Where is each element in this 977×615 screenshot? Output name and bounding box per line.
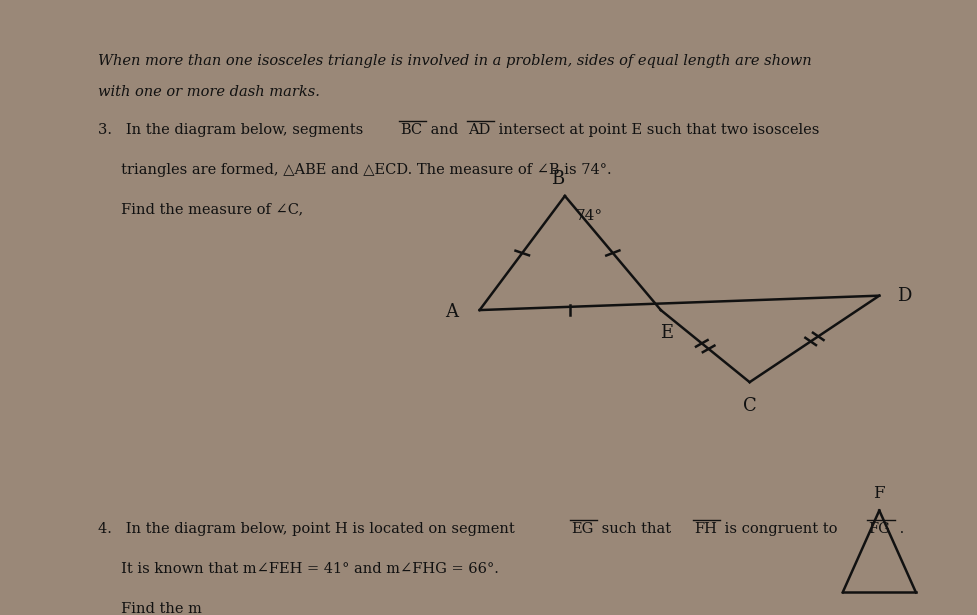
Text: EG: EG <box>571 522 593 536</box>
Text: It is known that m∠FEH = 41° and m∠FHG = 66°.: It is known that m∠FEH = 41° and m∠FHG =… <box>99 562 499 576</box>
Text: and: and <box>426 123 463 137</box>
Text: When more than one isosceles triangle is involved in a problem, sides of equal l: When more than one isosceles triangle is… <box>99 54 812 68</box>
Text: Find the measure of ∠C,: Find the measure of ∠C, <box>99 203 304 216</box>
Text: with one or more dash marks.: with one or more dash marks. <box>99 85 320 99</box>
Text: is congruent to: is congruent to <box>720 522 842 536</box>
Text: .: . <box>895 522 904 536</box>
Text: such that: such that <box>597 522 676 536</box>
Text: Find the m: Find the m <box>99 601 202 615</box>
Text: 4.   In the diagram below, point H is located on segment: 4. In the diagram below, point H is loca… <box>99 522 520 536</box>
Text: E: E <box>659 325 673 343</box>
Text: B: B <box>551 170 565 188</box>
Text: F: F <box>873 485 885 502</box>
Text: intersect at point E such that two isosceles: intersect at point E such that two isosc… <box>494 123 820 137</box>
Text: FH: FH <box>694 522 717 536</box>
Text: C: C <box>743 397 756 415</box>
Text: 3.   In the diagram below, segments: 3. In the diagram below, segments <box>99 123 368 137</box>
Text: FG: FG <box>869 522 890 536</box>
Text: BC: BC <box>400 123 422 137</box>
Text: AD: AD <box>468 123 490 137</box>
Text: 74°: 74° <box>575 209 603 223</box>
Text: triangles are formed, △ABE and △ECD. The measure of ∠B is 74°.: triangles are formed, △ABE and △ECD. The… <box>99 163 612 177</box>
Text: A: A <box>446 303 458 322</box>
Text: D: D <box>897 287 912 304</box>
